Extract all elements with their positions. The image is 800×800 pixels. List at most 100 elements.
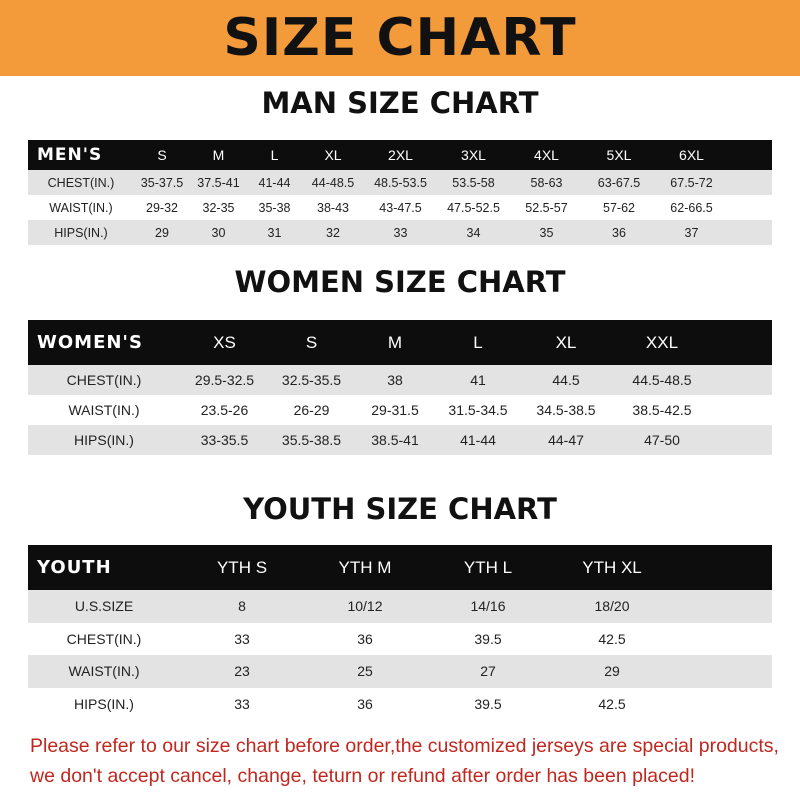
measurement-cell: 29 (155, 225, 169, 240)
measurement-cell: 27 (480, 663, 496, 680)
table-row: U.S.SIZE 8 10/12 14/16 18/20 (28, 590, 772, 623)
size-header: YTH L (463, 557, 513, 577)
measurement-cell: 8 (238, 598, 246, 615)
measurement-cell: 36 (357, 630, 373, 647)
notice-line-1: Please refer to our size chart before or… (30, 735, 779, 757)
row-label-cell: HIPS(IN.) (28, 696, 180, 712)
measurement-cell: 67.5-72 (670, 175, 713, 190)
size-header: YTH S (216, 557, 268, 577)
measurement-cell: 52.5-57 (525, 200, 568, 215)
table-header-row: MEN'S S M L XL 2XL 3XL 4XL 5XL 6XL (28, 140, 772, 170)
measurement-cell: 44.5 (552, 372, 580, 388)
measurement-cell: 44.5-48.5 (632, 372, 692, 388)
measurement-cell: 63-67.5 (597, 175, 641, 190)
table-row: WAIST(IN.) 23 25 27 29 (28, 655, 772, 688)
row-label: CHEST(IN.) (66, 372, 142, 388)
measurement-cell: 23 (234, 663, 250, 680)
row-label: WAIST(IN.) (49, 200, 113, 215)
men-section-title: MAN SIZE CHART (261, 86, 539, 120)
measurement-cell: 48.5-53.5 (374, 175, 427, 190)
measurement-cell: 47.5-52.5 (447, 200, 500, 215)
size-header: S (305, 332, 318, 352)
row-label: WAIST(IN.) (68, 402, 140, 418)
notice-text: Please refer to our size chart before or… (30, 731, 790, 791)
table-header-row: YOUTH YTH S YTH M YTH L YTH XL (28, 545, 772, 590)
measurement-cell: 35.5-38.5 (281, 432, 342, 448)
row-label: U.S.SIZE (74, 598, 134, 615)
table-header-row: WOMEN'S XS S M L XL XXL (28, 320, 772, 365)
size-header: 3XL (461, 147, 486, 163)
table-row: CHEST(IN.) 33 36 39.5 42.5 (28, 622, 772, 655)
size-header: YTH M (338, 557, 392, 577)
measurement-cell: 39.5 (474, 695, 502, 712)
table-row: CHEST(IN.) 29.5-32.5 32.5-35.5 38 41 44.5 44.5… (28, 365, 772, 395)
men-size-table: MEN'S S M L XL 2XL 3XL 4XL 5XL 6XL CHEST(IN.) 35-37… (28, 140, 772, 245)
size-header: M (212, 147, 225, 163)
table-row: HIPS(IN.) 29 30 31 32 33 34 35 36 37 (28, 220, 772, 245)
size-header: 4XL (534, 147, 559, 163)
table-row: HIPS(IN.) 33-35.5 35.5-38.5 38.5-41 41-44 44-… (28, 425, 772, 455)
row-label: HIPS(IN.) (74, 695, 134, 712)
measurement-cell: 62-66.5 (670, 200, 713, 215)
size-header: XL (324, 147, 342, 163)
row-label: HIPS(IN.) (74, 432, 134, 448)
table-row: CHEST(IN.) 35-37.5 37.5-41 41-44 44-48.5 48.5… (28, 170, 772, 195)
measurement-cell: 34 (466, 225, 481, 240)
notice-line-2: we don't accept cancel, change, teturn o… (30, 765, 695, 787)
measurement-cell: 25 (357, 663, 373, 680)
measurement-cell: 57-62 (603, 200, 635, 215)
table-row: WAIST(IN.) 23.5-26 26-29 29-31.5 31.5-34.5 34… (28, 395, 772, 425)
row-label-cell: CHEST(IN.) (28, 372, 180, 388)
size-header: L (270, 147, 279, 163)
size-header: XS (213, 332, 236, 352)
measurement-cell: 39.5 (474, 630, 502, 647)
measurement-cell: 31.5-34.5 (448, 402, 508, 418)
table-row: WAIST(IN.) 29-32 32-35 35-38 38-43 43-47.5 47.… (28, 195, 772, 220)
measurement-cell: 34.5-38.5 (536, 402, 596, 418)
measurement-cell: 36 (612, 225, 626, 240)
measurement-cell: 43-47.5 (379, 200, 422, 215)
measurement-cell: 53.5-58 (452, 175, 495, 190)
row-label-cell: U.S.SIZE (28, 598, 180, 614)
measurement-cell: 42.5 (598, 695, 626, 712)
measurement-cell: 35-37.5 (140, 175, 184, 190)
measurement-cell: 37 (684, 225, 699, 240)
measurement-cell: 32.5-35.5 (281, 372, 342, 388)
measurement-cell: 33 (234, 695, 250, 712)
measurement-cell: 38.5-41 (371, 432, 419, 448)
measurement-cell: 38-43 (317, 200, 349, 215)
size-header: M (387, 332, 403, 352)
measurement-cell: 29.5-32.5 (194, 372, 255, 388)
measurement-cell: 29-32 (146, 200, 178, 215)
measurement-cell: 33 (393, 225, 408, 240)
youth-section-title: YOUTH SIZE CHART (243, 492, 557, 526)
row-label-cell: CHEST(IN.) (28, 176, 134, 190)
measurement-cell: 44-47 (548, 432, 584, 448)
measurement-cell: 35 (539, 225, 554, 240)
size-header: 2XL (388, 147, 413, 163)
measurement-cell: 47-50 (644, 432, 680, 448)
row-label: WAIST(IN.) (68, 663, 140, 680)
size-header: 5XL (606, 147, 632, 163)
measurement-cell: 18/20 (594, 598, 630, 615)
row-label-cell: WAIST(IN.) (28, 402, 180, 418)
size-header: YTH XL (582, 557, 642, 577)
measurement-cell: 29-31.5 (371, 402, 419, 418)
size-header: 6XL (679, 147, 704, 163)
measurement-cell: 14/16 (470, 598, 506, 615)
measurement-cell: 37.5-41 (197, 175, 240, 190)
table-header-label: WOMEN'S (37, 332, 143, 353)
row-label-cell: CHEST(IN.) (28, 631, 180, 647)
measurement-cell: 10/12 (347, 598, 383, 615)
measurement-cell: 23.5-26 (200, 402, 249, 418)
women-section-title: WOMEN SIZE CHART (234, 265, 566, 299)
measurement-cell: 44-48.5 (311, 175, 355, 190)
measurement-cell: 38.5-42.5 (632, 402, 692, 418)
measurement-cell: 32-35 (202, 200, 235, 215)
youth-size-table: YOUTH YTH S YTH M YTH L YTH XL U.S.SIZE 8 10/12… (28, 545, 772, 720)
row-label: CHEST(IN.) (66, 630, 142, 647)
measurement-cell: 26-29 (293, 402, 330, 418)
measurement-cell: 38 (387, 372, 403, 388)
table-header-label: YOUTH (37, 557, 112, 578)
measurement-cell: 41 (470, 372, 486, 388)
